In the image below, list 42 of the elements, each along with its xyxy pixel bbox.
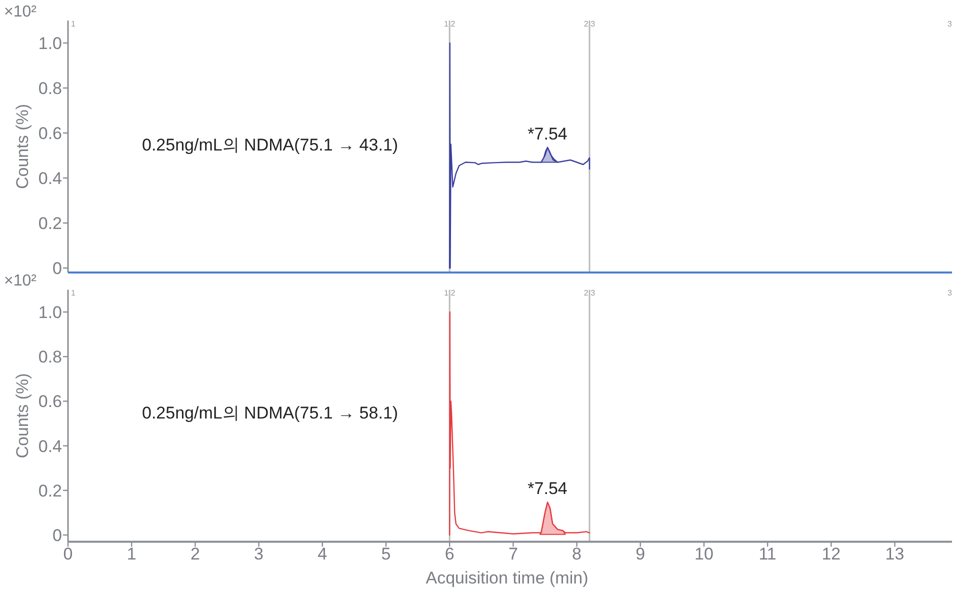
annotation: *7.54 bbox=[528, 479, 568, 498]
annotation: 1 2 bbox=[444, 288, 456, 298]
x-tick-label: 10 bbox=[694, 544, 714, 564]
y-tick-label: 1.0 bbox=[38, 303, 62, 322]
x-tick-label: 9 bbox=[636, 544, 646, 564]
annotation: 2 3 bbox=[584, 20, 596, 28]
annotation: *7.54 bbox=[528, 124, 568, 144]
x-tick-label: 4 bbox=[318, 544, 328, 564]
x-tick-label: 1 bbox=[126, 544, 136, 564]
y-tick-label: 0 bbox=[52, 526, 62, 546]
text: ×10² bbox=[4, 4, 38, 20]
x-tick-label: 2 bbox=[190, 544, 200, 564]
annotation: 3 bbox=[948, 288, 953, 298]
x-tick-label: 8 bbox=[572, 544, 582, 564]
x-tick-label: 13 bbox=[885, 544, 904, 564]
x-tick-label: 5 bbox=[381, 544, 391, 564]
y-tick-label: 1.0 bbox=[38, 34, 62, 53]
y-tick-label: 0.2 bbox=[38, 481, 62, 500]
x-tick-label: 11 bbox=[758, 544, 776, 564]
annotation: 1 2 bbox=[444, 20, 456, 28]
annotation: 3 bbox=[948, 20, 953, 28]
y-tick-label: 0.6 bbox=[38, 124, 62, 143]
y-tick-label: 0.2 bbox=[38, 214, 62, 233]
y-axis-title: Counts (%) bbox=[13, 373, 32, 458]
y-tick-label: 0.6 bbox=[38, 392, 62, 412]
y-axis-title: Counts (%) bbox=[13, 104, 32, 190]
annotation: 0.25ng/mL의 NDMA(75.1 → 58.1) bbox=[142, 403, 398, 422]
x-axis-title: Acquisition time (min) bbox=[426, 568, 588, 588]
x-tick-label: 12 bbox=[822, 544, 841, 564]
text: ×10² bbox=[4, 272, 38, 290]
y-tick-label: 0.4 bbox=[38, 169, 62, 188]
y-tick-label: 0.8 bbox=[38, 348, 62, 367]
y-tick-label: 0.4 bbox=[38, 436, 62, 456]
y-tick-label: 0 bbox=[52, 259, 62, 278]
annotation: 0.25ng/mL의 NDMA(75.1 → 43.1) bbox=[142, 135, 398, 154]
y-tick-label: 0.8 bbox=[38, 79, 62, 98]
x-tick-label: 6 bbox=[444, 544, 454, 564]
annotation: 1 bbox=[71, 20, 76, 28]
annotation: 2 3 bbox=[584, 288, 596, 298]
x-tick-label: 3 bbox=[254, 544, 264, 564]
x-tick-label: 7 bbox=[508, 544, 518, 564]
annotation: 1 bbox=[71, 288, 76, 298]
